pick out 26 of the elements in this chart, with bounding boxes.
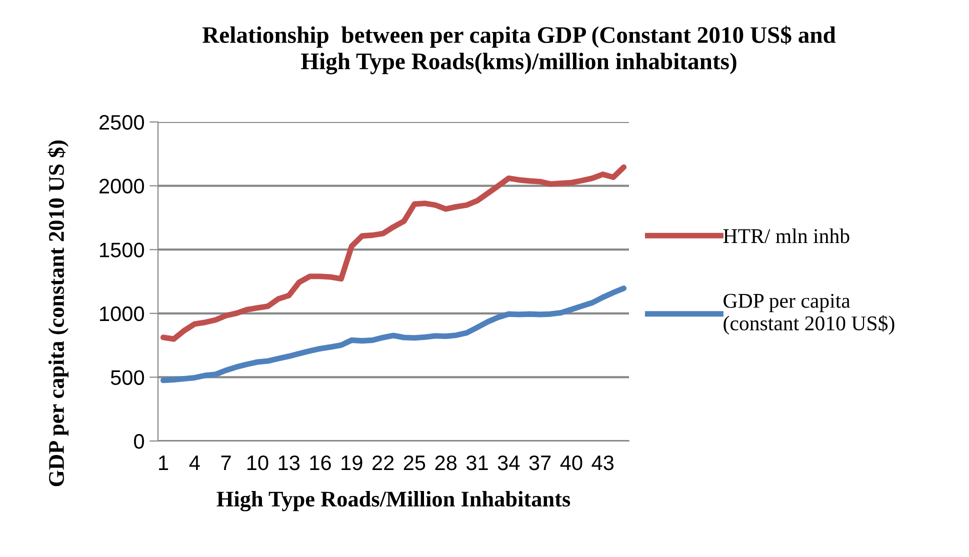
x-tick-label: 13 xyxy=(278,455,300,470)
x-tick-label: 34 xyxy=(498,455,520,470)
x-tick-label: 19 xyxy=(342,455,362,470)
x-tick-label: 1 xyxy=(159,456,168,470)
x-tick-label: 28 xyxy=(435,455,457,470)
y-axis-title: GDP per capita (constant 2010 US $) xyxy=(48,140,69,486)
y-tick-label: 500 xyxy=(110,370,144,385)
x-axis-title: High Type Roads/Million Inhabitants xyxy=(216,490,570,512)
x-tick-label: 37 xyxy=(529,455,551,470)
x-tick-label: 4 xyxy=(189,456,200,470)
x-tick-label: 40 xyxy=(560,455,582,470)
x-tick-label: 10 xyxy=(247,455,268,470)
y-tick-label: 2000 xyxy=(100,178,144,194)
y-tick-label: 0 xyxy=(134,434,144,449)
x-tick-label: 43 xyxy=(592,455,614,470)
legend-label: HTR/ mln inhb xyxy=(723,228,850,244)
y-tick-label: 2500 xyxy=(100,115,144,130)
x-tick-label: 25 xyxy=(404,455,426,470)
y-tick-label: 1000 xyxy=(100,306,144,322)
x-tick-label: 31 xyxy=(466,455,488,470)
x-tick-label: 16 xyxy=(310,455,331,470)
legend-label: GDP per capita (constant 2010 US$) xyxy=(724,294,894,335)
x-tick-label: 22 xyxy=(372,455,394,470)
y-tick-label: 1500 xyxy=(100,242,144,258)
chart-title: Relationship between per capita GDP (Constant 2010 US$ and High Type Roads(kms)/million inhabitants) xyxy=(202,26,836,74)
x-tick-label: 7 xyxy=(221,456,231,470)
